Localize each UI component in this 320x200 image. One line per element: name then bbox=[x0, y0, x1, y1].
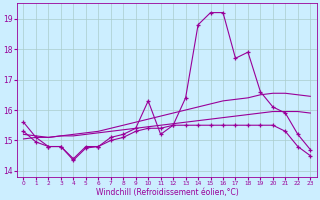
X-axis label: Windchill (Refroidissement éolien,°C): Windchill (Refroidissement éolien,°C) bbox=[96, 188, 238, 197]
